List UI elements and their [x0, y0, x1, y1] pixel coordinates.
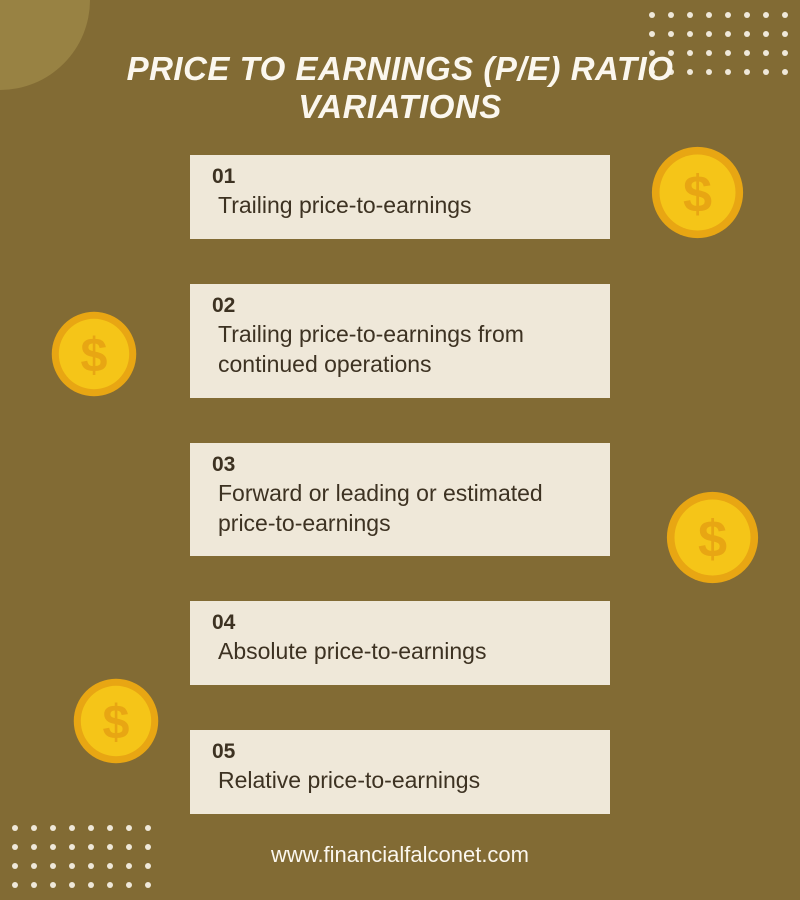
svg-text:$: $: [698, 511, 727, 569]
page-title: PRICE TO EARNINGS (P/E) RATIO VARIATIONS: [80, 50, 720, 126]
items-list: 01 Trailing price-to-earnings 02 Trailin…: [190, 155, 610, 814]
item-number: 05: [212, 740, 588, 764]
coin-icon: $: [650, 145, 745, 240]
svg-text:$: $: [683, 166, 712, 224]
item-text: Forward or leading or estimated price-to…: [212, 479, 588, 539]
footer-url: www.financialfalconet.com: [271, 842, 529, 868]
item-number: 03: [212, 453, 588, 477]
svg-text:$: $: [81, 329, 108, 383]
decorative-quarter-circle: [0, 0, 90, 90]
item-text: Trailing price-to-earnings from continue…: [212, 320, 588, 380]
list-item: 03 Forward or leading or estimated price…: [190, 443, 610, 557]
list-item: 01 Trailing price-to-earnings: [190, 155, 610, 239]
svg-text:$: $: [103, 696, 130, 750]
item-number: 04: [212, 611, 588, 635]
decorative-dot-grid-bottom: [12, 825, 151, 888]
coin-icon: $: [72, 677, 160, 765]
item-text: Trailing price-to-earnings: [212, 191, 588, 221]
coin-icon: $: [50, 310, 138, 398]
item-number: 02: [212, 294, 588, 318]
item-number: 01: [212, 165, 588, 189]
list-item: 05 Relative price-to-earnings: [190, 730, 610, 814]
item-text: Absolute price-to-earnings: [212, 637, 588, 667]
list-item: 02 Trailing price-to-earnings from conti…: [190, 284, 610, 398]
item-text: Relative price-to-earnings: [212, 766, 588, 796]
coin-icon: $: [665, 490, 760, 585]
list-item: 04 Absolute price-to-earnings: [190, 601, 610, 685]
